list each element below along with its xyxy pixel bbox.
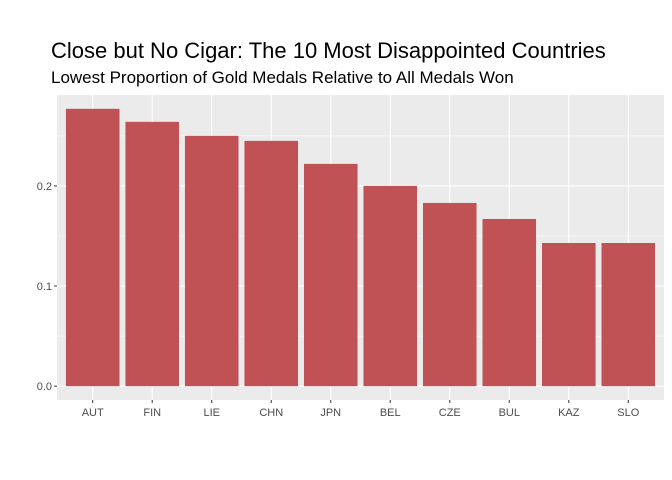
bar-lie — [184, 135, 239, 387]
bar-slo — [601, 242, 656, 387]
chart-title: Close but No Cigar: The 10 Most Disappoi… — [51, 38, 606, 63]
x-tick-label: KAZ — [558, 407, 580, 419]
x-tick-label: BEL — [380, 407, 401, 419]
bar-chn — [244, 140, 299, 387]
x-tick-label: FIN — [143, 407, 161, 419]
x-tick-label: AUT — [82, 407, 104, 419]
bar-cze — [422, 202, 477, 387]
bar-jpn — [303, 163, 358, 387]
y-tick-label: 0.0 — [37, 381, 52, 393]
chart-subtitle: Lowest Proportion of Gold Medals Relativ… — [51, 68, 514, 87]
x-tick-label: BUL — [499, 407, 520, 419]
x-tick-label: LIE — [203, 407, 220, 419]
bars — [65, 108, 656, 387]
bar-kaz — [542, 242, 596, 387]
x-tick-label: CZE — [439, 407, 461, 419]
x-axis: AUT FIN LIE CHN JPN BEL CZE BUL KAZ SLO — [82, 400, 640, 419]
bar-bul — [482, 218, 537, 387]
x-tick-label: CHN — [259, 407, 283, 419]
bar-fin — [125, 121, 179, 387]
x-tick-label: JPN — [320, 407, 341, 419]
x-tick-label: SLO — [617, 407, 639, 419]
bar-aut — [65, 108, 120, 387]
y-tick-label: 0.2 — [37, 181, 52, 193]
bar-bel — [363, 185, 418, 387]
y-axis: 0.0 0.1 0.2 — [37, 181, 57, 393]
y-tick-label: 0.1 — [37, 281, 52, 293]
